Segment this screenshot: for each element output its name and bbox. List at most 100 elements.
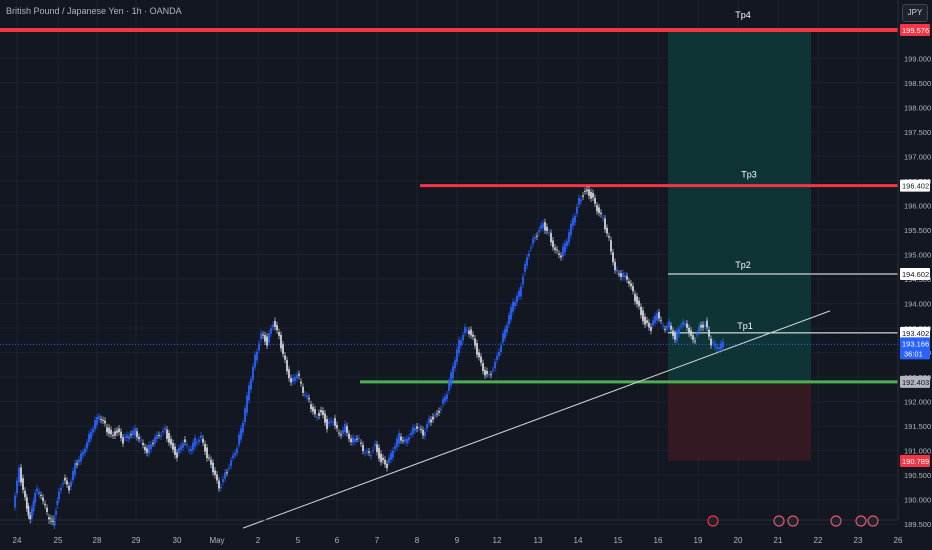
price-axis[interactable]: 199.000198.500198.000197.500197.000196.5…	[897, 0, 932, 550]
event-icons[interactable]	[707, 515, 879, 527]
trendline-group[interactable]	[242, 310, 831, 529]
countdown-text: 36:01	[904, 349, 923, 358]
candle-body	[154, 436, 156, 444]
candle-body	[250, 379, 252, 390]
candle-body	[432, 416, 434, 420]
candle-body	[654, 315, 656, 323]
candle-body	[78, 459, 80, 463]
candle-body	[510, 307, 512, 320]
entry-price-badge-bg	[900, 375, 930, 388]
candle-body	[596, 205, 598, 212]
candle-body	[334, 418, 336, 426]
candle-body	[142, 442, 144, 446]
candle-body	[416, 426, 418, 429]
candle-body	[364, 452, 366, 454]
candle-body	[176, 452, 178, 458]
x-tick-label: 9	[455, 536, 460, 545]
candle-body	[312, 406, 314, 412]
candle-body	[174, 446, 176, 456]
candle-body	[194, 437, 196, 447]
candle-body	[122, 437, 124, 444]
candle-body	[274, 320, 276, 327]
candle-body	[384, 459, 386, 465]
y-tick-label: 196.000	[904, 201, 931, 210]
candle-body	[372, 449, 374, 451]
candle-body	[394, 446, 396, 450]
tp3-label: Tp3	[741, 170, 757, 180]
candle-body	[14, 495, 16, 508]
candle-body	[494, 361, 496, 369]
candle-body	[662, 325, 664, 327]
candle-body	[710, 338, 712, 346]
x-tick-label: 12	[493, 536, 502, 545]
stop-price-badge-bg	[900, 455, 930, 468]
y-tick-label: 195.000	[904, 250, 931, 259]
candle-body	[482, 363, 484, 371]
candle-body	[188, 449, 190, 451]
time-axis[interactable]: 24 25 28 29 30 May 2 5 6 7 8 9 12 13 14 15 16 19 20 21 22 23 2…	[0, 519, 903, 545]
candle-body	[582, 195, 584, 197]
y-tick-label: 197.000	[904, 152, 931, 161]
candle-body	[560, 255, 562, 258]
x-tick-label: 13	[534, 536, 543, 545]
candle-body	[168, 433, 170, 443]
candle-body	[340, 434, 342, 436]
candle-body	[338, 432, 340, 434]
candle-body	[102, 419, 104, 421]
candle-body	[530, 247, 532, 249]
candle-body	[140, 439, 142, 441]
candle-body	[378, 447, 380, 459]
candle-body	[430, 419, 432, 423]
x-tick-label: 26	[894, 536, 903, 545]
candle-body	[680, 325, 682, 327]
candle-body	[42, 497, 44, 501]
tp4-label: Tp4	[735, 10, 751, 20]
y-tick-label: 192.000	[904, 398, 931, 407]
candle-body	[584, 191, 586, 193]
candle-body	[660, 319, 662, 321]
candle-body	[610, 240, 612, 252]
candle-body	[554, 247, 556, 250]
candle-body	[202, 438, 204, 443]
candle-body	[698, 326, 700, 332]
candle-body	[566, 241, 568, 246]
currency-button[interactable]: JPY	[902, 4, 928, 22]
candle-body	[604, 218, 606, 230]
candle-body	[114, 431, 116, 436]
x-tick-label: 29	[132, 536, 141, 545]
candle-body	[262, 334, 264, 336]
candle-body	[616, 269, 618, 272]
y-tick-label: 190.000	[904, 496, 931, 505]
candle-body	[420, 428, 422, 430]
candle-body	[348, 433, 350, 439]
candle-body	[390, 453, 392, 460]
candle-body	[252, 366, 254, 380]
candle-body	[232, 455, 234, 458]
candle-body	[268, 333, 270, 343]
candle-body	[46, 507, 48, 512]
candle-body	[80, 453, 82, 462]
y-tick-label: 194.000	[904, 300, 931, 309]
candle-body	[242, 423, 244, 433]
event-flag-icon	[707, 515, 719, 527]
candle-body	[458, 339, 460, 354]
candle-body	[366, 451, 368, 453]
candle-body	[642, 310, 644, 322]
candle-body	[528, 253, 530, 257]
candle-body	[198, 439, 200, 442]
candle-body	[576, 206, 578, 214]
x-tick-label: 19	[694, 536, 703, 545]
candle-body	[478, 352, 480, 358]
tp2-price-badge-text: 194.602	[902, 270, 929, 279]
candle-body	[614, 261, 616, 271]
candle-body	[426, 424, 428, 429]
candle-body	[536, 235, 538, 237]
candle-body	[240, 428, 242, 440]
candle-body	[492, 369, 494, 371]
candle-body	[138, 436, 140, 440]
candle-body	[110, 429, 112, 435]
tp3-price-badge-text: 196.402	[902, 182, 929, 191]
candle-body	[622, 272, 624, 278]
candle-body	[674, 333, 676, 340]
